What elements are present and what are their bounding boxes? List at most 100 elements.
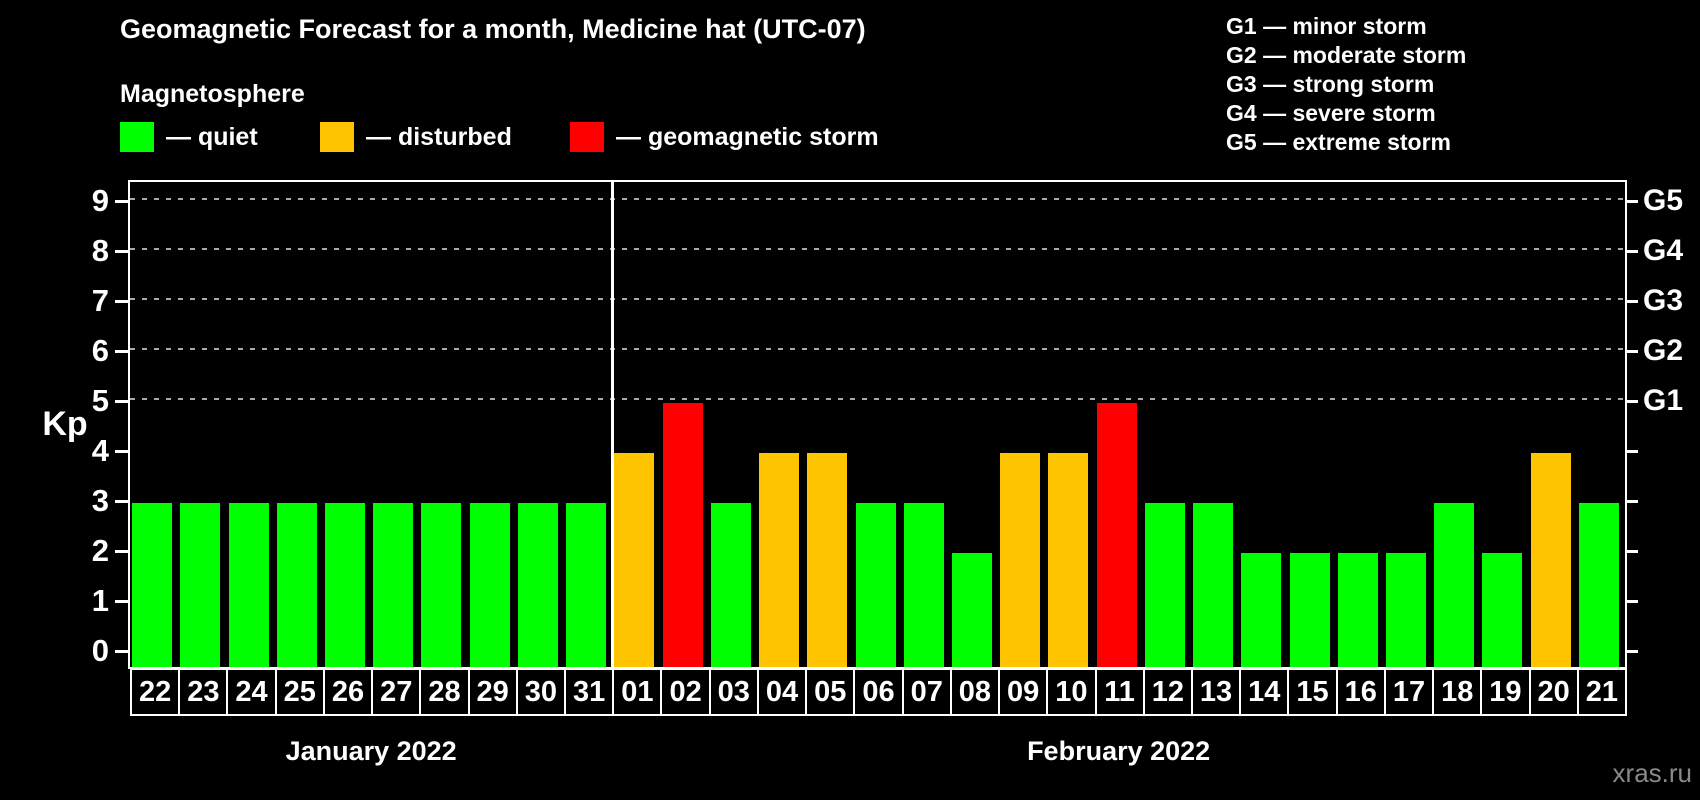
kp-bar-day-01 — [614, 453, 655, 667]
kp-bar-day-26 — [325, 503, 366, 667]
right-axis-tick — [1625, 450, 1638, 453]
day-label-20: 20 — [1528, 668, 1579, 716]
g-legend-line: G3 — strong storm — [1226, 71, 1435, 97]
kp-bar-day-28 — [421, 503, 462, 667]
y-tick-label: 3 — [91, 483, 109, 518]
right-axis-label-g1: G1 — [1643, 384, 1684, 417]
gridline-kp-7 — [130, 298, 1625, 300]
day-label-19: 19 — [1480, 668, 1531, 716]
day-label-24: 24 — [226, 668, 277, 716]
kp-bar-day-20 — [1530, 453, 1571, 667]
gridline-kp-6 — [130, 348, 1625, 350]
kp-bar-day-11 — [1096, 403, 1137, 667]
day-label-07: 07 — [901, 668, 952, 716]
y-tick-label: 5 — [91, 383, 109, 418]
left-axis-tick — [115, 550, 128, 553]
right-axis-tick — [1625, 300, 1638, 303]
kp-axis-title: Kp — [42, 405, 88, 443]
day-label-17: 17 — [1383, 668, 1435, 716]
geomagnetic-storm-swatch — [570, 122, 604, 152]
day-label-12: 12 — [1142, 668, 1193, 716]
kp-bar-day-17 — [1385, 553, 1426, 667]
legend-item-disturbed: — disturbed — [320, 120, 512, 154]
kp-bar-day-25 — [276, 503, 317, 667]
legend-item-label: — quiet — [166, 122, 258, 151]
left-axis-tick — [115, 350, 128, 353]
left-axis-tick — [115, 650, 128, 653]
y-tick-label: 4 — [91, 433, 109, 468]
day-label-21: 21 — [1576, 668, 1627, 716]
disturbed-swatch — [320, 122, 354, 152]
y-tick-label: 7 — [91, 283, 109, 318]
g-legend-line: G2 — moderate storm — [1226, 42, 1467, 68]
day-label-05: 05 — [805, 668, 856, 716]
day-label-13: 13 — [1190, 668, 1242, 716]
day-label-31: 31 — [564, 668, 615, 716]
day-label-04: 04 — [756, 668, 808, 716]
day-label-23: 23 — [178, 668, 229, 716]
legend-item-label: — disturbed — [366, 122, 512, 151]
left-axis-tick — [115, 250, 128, 253]
day-label-16: 16 — [1335, 668, 1386, 716]
kp-bar-day-18 — [1434, 503, 1475, 667]
right-axis-tick — [1625, 650, 1638, 653]
kp-bar-day-10 — [1048, 453, 1089, 667]
day-label-27: 27 — [371, 668, 422, 716]
plot-area — [128, 180, 1627, 669]
day-label-22: 22 — [130, 668, 181, 716]
day-label-28: 28 — [419, 668, 470, 716]
left-axis-tick — [115, 300, 128, 303]
gridline-kp-5 — [130, 398, 1625, 400]
gridline-kp-8 — [130, 248, 1625, 250]
day-label-03: 03 — [708, 668, 759, 716]
kp-bar-day-22 — [132, 503, 173, 667]
right-axis-tick — [1625, 600, 1638, 603]
kp-bar-day-04 — [759, 453, 800, 667]
kp-bar-day-03 — [710, 503, 751, 667]
day-label-02: 02 — [660, 668, 711, 716]
quiet-swatch — [120, 122, 154, 152]
right-axis-tick — [1625, 250, 1638, 253]
watermark: xras.ru — [1612, 758, 1692, 788]
kp-bar-day-07 — [903, 503, 944, 667]
legend-item-quiet: — quiet — [120, 120, 258, 154]
day-label-10: 10 — [1046, 668, 1097, 716]
day-label-01: 01 — [612, 668, 663, 716]
right-axis-label-g5: G5 — [1643, 184, 1684, 217]
kp-bar-day-14 — [1241, 553, 1282, 667]
y-tick-label: 9 — [91, 183, 109, 218]
y-tick-label: 1 — [91, 583, 109, 618]
right-axis-label-g2: G2 — [1643, 334, 1684, 367]
day-label-14: 14 — [1239, 668, 1290, 716]
day-label-08: 08 — [949, 668, 1001, 716]
right-axis-tick — [1625, 350, 1638, 353]
day-label-26: 26 — [322, 668, 374, 716]
kp-bar-day-27 — [373, 503, 414, 667]
legend-item-geomagnetic-storm: — geomagnetic storm — [570, 120, 879, 154]
left-axis-tick — [115, 500, 128, 503]
magnetosphere-legend-title: Magnetosphere — [120, 80, 305, 108]
month-label: January 2022 — [285, 736, 457, 766]
g-legend-line: G4 — severe storm — [1226, 100, 1436, 126]
right-axis-label-g3: G3 — [1643, 284, 1684, 317]
left-axis-tick — [115, 400, 128, 403]
kp-bar-day-06 — [855, 503, 896, 667]
legend-item-label: — geomagnetic storm — [616, 122, 879, 151]
y-tick-label: 8 — [91, 233, 109, 268]
chart-title: Geomagnetic Forecast for a month, Medici… — [120, 14, 866, 44]
left-axis-tick — [115, 600, 128, 603]
month-separator-line — [610, 182, 614, 667]
right-axis-tick — [1625, 400, 1638, 403]
kp-bar-day-09 — [1000, 453, 1041, 667]
g-scale-legend: G1 — minor storm G2 — moderate storm G3 — … — [1226, 12, 1466, 157]
magnetosphere-legend-row: — quiet — disturbed — geomagnetic storm — [0, 120, 1100, 156]
kp-bar-day-24 — [228, 503, 269, 667]
g-legend-line: G5 — extreme storm — [1226, 129, 1451, 155]
kp-bar-day-16 — [1337, 553, 1378, 667]
kp-bar-day-19 — [1482, 553, 1523, 667]
day-label-25: 25 — [274, 668, 325, 716]
kp-bar-day-13 — [1193, 503, 1234, 667]
day-label-15: 15 — [1287, 668, 1338, 716]
gridline-kp-9 — [130, 198, 1625, 200]
